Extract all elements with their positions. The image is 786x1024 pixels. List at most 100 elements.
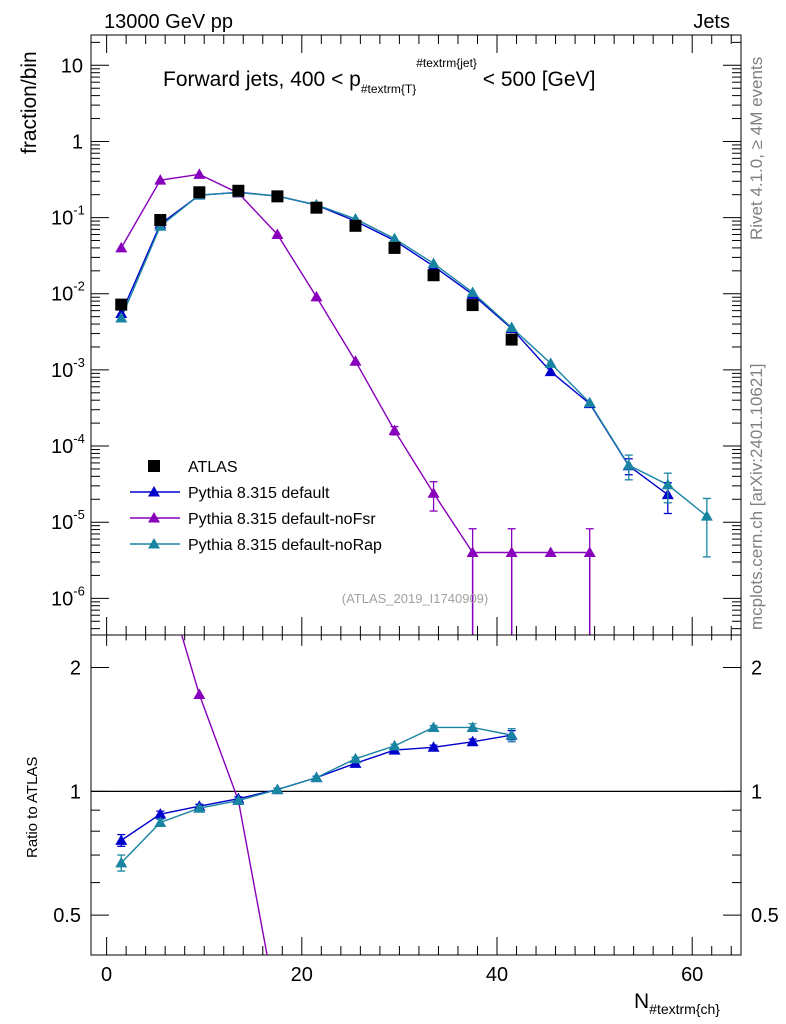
y-tick-label: 10-1 <box>51 203 85 230</box>
atlas-data-point <box>349 219 362 232</box>
data-point <box>622 459 635 470</box>
data-point <box>544 357 557 368</box>
data-point <box>700 510 713 521</box>
energy-label: 13000 GeV pp <box>104 11 233 33</box>
data-point <box>388 424 401 435</box>
data-point <box>388 232 401 244</box>
data-point <box>427 257 440 268</box>
legend-label: Pythia 8.315 default-noRap <box>188 537 382 554</box>
legend-label: Pythia 8.315 default <box>188 485 330 502</box>
y-tick-label: 10 <box>61 55 83 77</box>
ratio-y-tick-label-right: 2 <box>751 658 762 680</box>
ratio-point <box>466 735 479 747</box>
atlas-data-point <box>232 184 245 197</box>
atlas-data-point <box>388 241 401 254</box>
legend-marker <box>148 486 160 497</box>
x-tick-label: 40 <box>486 964 508 986</box>
ratio-point <box>193 688 206 699</box>
data-point <box>661 478 674 490</box>
data-point <box>466 286 479 297</box>
atlas-data-point <box>115 298 128 311</box>
ratio-line <box>120 734 512 841</box>
ratio-frame <box>90 634 742 956</box>
legend: ATLAS Pythia 8.315 default Pythia 8.315 de… <box>130 459 382 554</box>
legend-marker <box>148 512 160 523</box>
ratio-point <box>193 802 206 813</box>
ratio-y-tick-label: 2 <box>70 658 81 680</box>
main-x-axis <box>106 35 732 635</box>
ratio-point <box>427 741 440 752</box>
ratio-line <box>180 635 268 955</box>
series-line <box>120 191 708 517</box>
atlas-data-point <box>427 269 440 282</box>
atlas-data-point <box>193 186 206 199</box>
x-tick-label: 60 <box>681 964 703 986</box>
ratio-point <box>505 729 518 740</box>
atlas-data-point <box>154 213 167 226</box>
y-tick-label: 10-6 <box>51 583 85 610</box>
ratio-point <box>388 739 401 751</box>
data-point <box>544 365 557 377</box>
ratio-point <box>349 752 362 764</box>
data-point <box>115 241 128 253</box>
x-tick-label: 0 <box>101 964 112 986</box>
data-point <box>583 396 596 408</box>
process-label: Jets <box>693 11 730 33</box>
legend-label: ATLAS <box>188 459 238 476</box>
data-point <box>505 321 518 333</box>
y-tick-label: 1 <box>72 131 83 153</box>
main-y-axis: 10-6 10-5 10-4 10-3 10-2 10-1 1 10 <box>51 41 741 630</box>
main-series-group <box>115 168 713 635</box>
ratio-point <box>271 783 284 795</box>
ratio-series-group <box>115 635 518 955</box>
data-point <box>466 546 479 557</box>
data-point <box>115 312 128 323</box>
atlas-data-point <box>310 201 323 214</box>
ratio-point <box>466 721 479 732</box>
ratio-y-axis-label: Ratio to ATLAS <box>24 757 41 858</box>
y-tick-label: 10-3 <box>51 355 85 382</box>
data-point <box>193 168 206 179</box>
mcplots-source-label: mcplots.cern.ch [arXiv:2401.10621] <box>747 364 766 630</box>
legend-marker <box>148 460 160 472</box>
ratio-y-tick-label-right: 1 <box>751 781 762 803</box>
data-point <box>544 546 557 557</box>
data-point <box>310 290 323 302</box>
atlas-data-point <box>505 333 518 346</box>
main-plot-area <box>115 168 713 635</box>
ratio-point <box>115 834 128 845</box>
main-panel: 10-6 10-5 10-4 10-3 10-2 10-1 1 10 Forward jets… <box>18 34 742 636</box>
ratio-plot-area <box>115 635 518 955</box>
ratio-point <box>154 808 167 819</box>
ratio-point <box>232 794 245 806</box>
ratio-line <box>120 726 512 864</box>
legend-label: Pythia 8.315 default-noFsr <box>188 511 376 528</box>
x-tick-label: 20 <box>291 964 313 986</box>
chart-title: Forward jets, 400 < p#textrm{T}#textrm{j… <box>163 56 595 96</box>
y-tick-label: 10-5 <box>51 507 85 534</box>
rivet-version-label: Rivet 4.1.0, ≥ 4M events <box>747 57 766 240</box>
data-point <box>583 546 596 557</box>
ratio-panel: 0.5 0.5 1 1 2 2 0 20 40 60 Ratio to ATLAS <box>24 634 779 986</box>
data-point <box>349 355 362 366</box>
ratio-y-tick-label: 0.5 <box>53 905 81 927</box>
x-axis-label: N#textrm{ch} <box>634 990 720 1017</box>
legend-marker <box>148 538 160 549</box>
data-point <box>271 228 284 239</box>
data-point <box>154 174 167 185</box>
y-axis-label: fraction/bin <box>18 51 41 154</box>
y-tick-label: 10-2 <box>51 279 85 306</box>
ratio-x-axis: 0 20 40 60 <box>101 635 732 986</box>
ratio-y-tick-label-right: 0.5 <box>751 905 779 927</box>
ratio-point <box>154 816 167 827</box>
y-tick-label: 10-4 <box>51 431 85 458</box>
ratio-y-tick-label: 1 <box>70 781 81 803</box>
data-point <box>427 487 440 498</box>
atlas-data-point <box>466 299 479 312</box>
ratio-point <box>115 856 128 868</box>
analysis-watermark: (ATLAS_2019_I1740909) <box>342 591 488 606</box>
ratio-y-axis: 0.5 0.5 1 1 2 2 <box>53 658 779 956</box>
ratio-point <box>310 771 323 783</box>
atlas-data-point <box>271 190 284 203</box>
